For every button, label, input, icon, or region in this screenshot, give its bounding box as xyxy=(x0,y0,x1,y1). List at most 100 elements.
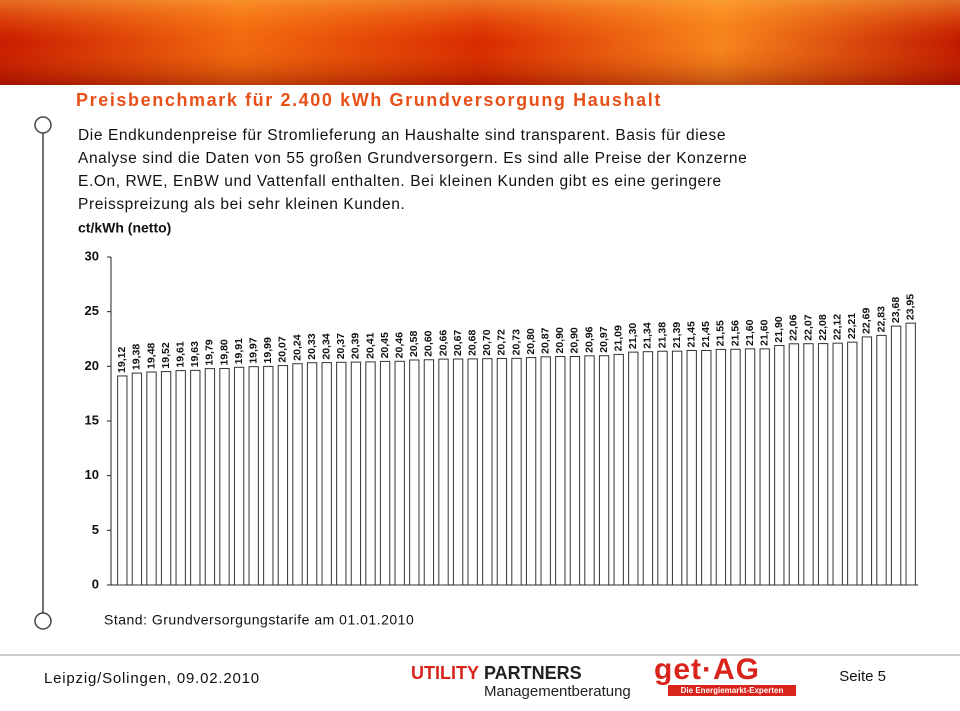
value-label: 22,06 xyxy=(788,314,800,340)
value-label: 20,90 xyxy=(569,327,581,353)
bar xyxy=(861,336,873,586)
bar xyxy=(263,365,274,586)
value-label: 19,48 xyxy=(145,343,157,369)
bar xyxy=(730,348,741,586)
y-tick-label: 25 xyxy=(85,303,99,318)
footer-place-date: Leipzig/Solingen, 09.02.2010 xyxy=(44,670,260,687)
value-label: 21,60 xyxy=(758,319,770,345)
bar xyxy=(204,368,216,586)
frame-dot xyxy=(34,612,52,630)
y-tick-label: 15 xyxy=(85,412,99,427)
y-tick-label: 10 xyxy=(85,467,99,482)
value-label: 21,30 xyxy=(627,323,639,349)
value-label: 20,41 xyxy=(364,332,376,358)
logo-text: UTILITY xyxy=(411,663,479,683)
y-axis-label: ct/kWh (netto) xyxy=(78,220,171,236)
bar xyxy=(613,353,624,586)
logo-subtext: Die Energiemarkt-Experten xyxy=(681,686,784,695)
bar xyxy=(190,369,201,586)
body-text: Analyse sind die Daten von 55 großen Gru… xyxy=(78,150,747,167)
value-label: 22,12 xyxy=(831,314,843,340)
value-label: 19,80 xyxy=(218,339,230,365)
value-label: 20,73 xyxy=(510,329,522,355)
bar xyxy=(715,348,727,586)
value-label: 22,07 xyxy=(802,314,814,340)
body-text: Die Endkundenpreise für Stromlieferung a… xyxy=(78,127,726,144)
value-label: 21,09 xyxy=(612,325,624,351)
value-label: 22,08 xyxy=(817,314,829,340)
slide-title: Preisbenchmark für 2.400 kWh Grundversor… xyxy=(76,90,662,110)
value-label: 19,38 xyxy=(131,344,143,370)
logo-subtext: Managementberatung xyxy=(484,683,631,700)
bar xyxy=(306,362,318,586)
bar xyxy=(569,355,581,586)
value-label: 20,60 xyxy=(423,330,435,356)
header-glow xyxy=(0,0,960,85)
bar xyxy=(219,368,230,586)
body-text: E.On, RWE, EnBW und Vattenfall enthalten… xyxy=(78,173,722,190)
value-label: 19,99 xyxy=(262,337,274,363)
bar xyxy=(438,358,449,586)
page-number: Seite 5 xyxy=(839,668,886,685)
bar xyxy=(642,351,654,586)
value-label: 20,72 xyxy=(496,329,508,355)
bar xyxy=(774,345,785,586)
bar xyxy=(759,348,770,586)
value-label: 20,96 xyxy=(583,326,595,352)
value-label: 21,39 xyxy=(671,322,683,348)
value-label: 21,45 xyxy=(685,321,697,347)
value-label: 21,34 xyxy=(642,322,654,348)
bar xyxy=(292,363,303,586)
bar xyxy=(350,361,362,586)
bar xyxy=(394,360,405,586)
value-label: 20,45 xyxy=(379,332,391,358)
bar xyxy=(744,348,756,586)
bar xyxy=(336,361,347,586)
bar xyxy=(584,355,595,586)
bar xyxy=(452,358,464,586)
y-tick-label: 20 xyxy=(85,358,99,373)
bar xyxy=(277,365,289,586)
bar xyxy=(671,350,683,586)
body-text: Preisspreizung als bei sehr kleinen Kund… xyxy=(78,196,405,213)
bar xyxy=(131,372,143,586)
value-label: 19,79 xyxy=(204,339,216,365)
bar xyxy=(175,370,186,586)
value-label: 19,61 xyxy=(174,341,186,367)
logo-text: PARTNERS xyxy=(484,663,582,683)
bar xyxy=(598,355,610,586)
bar xyxy=(817,343,829,586)
value-label: 20,67 xyxy=(452,330,464,356)
value-label: 21,60 xyxy=(744,319,756,345)
bar xyxy=(423,359,435,586)
value-label: 20,39 xyxy=(350,333,362,359)
bar xyxy=(233,366,245,586)
bar xyxy=(832,342,843,586)
value-label: 19,97 xyxy=(247,337,259,363)
bar xyxy=(409,359,420,586)
bar xyxy=(847,341,858,586)
value-label: 20,80 xyxy=(525,328,537,354)
y-tick-label: 30 xyxy=(85,248,99,263)
bar xyxy=(467,358,478,586)
bar xyxy=(511,357,522,586)
bar xyxy=(701,349,712,586)
value-label: 21,90 xyxy=(773,316,785,342)
value-label: 21,56 xyxy=(729,320,741,346)
bar xyxy=(146,371,157,586)
logo-text: get·AG xyxy=(654,653,760,686)
bar xyxy=(321,362,332,586)
value-label: 20,37 xyxy=(335,333,347,359)
value-label: 21,45 xyxy=(700,321,712,347)
value-label: 22,69 xyxy=(861,307,873,333)
value-label: 19,12 xyxy=(116,347,128,373)
bar xyxy=(628,351,639,586)
value-label: 20,34 xyxy=(320,333,332,359)
value-label: 20,33 xyxy=(306,333,318,359)
bar xyxy=(482,358,493,586)
value-label: 20,87 xyxy=(539,327,551,353)
value-label: 23,95 xyxy=(904,294,916,320)
frame-dot xyxy=(34,116,52,134)
